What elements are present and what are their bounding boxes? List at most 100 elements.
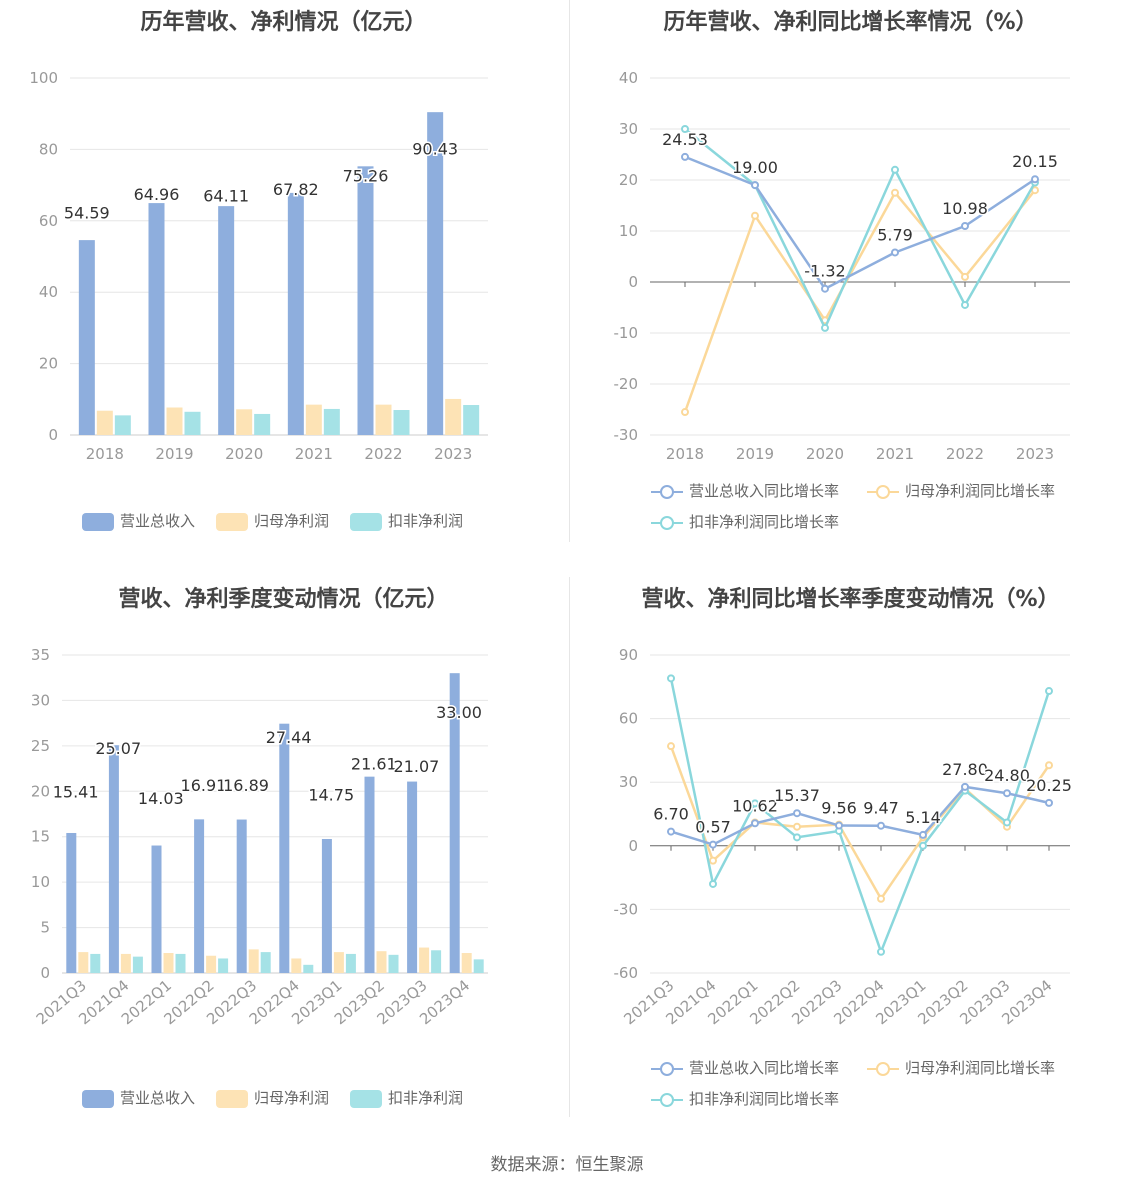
data-label: 10.98 <box>942 199 988 218</box>
y-tick-label: -30 <box>614 900 639 918</box>
net-profit-growth-point <box>961 272 969 281</box>
revenue-growth-point <box>1003 789 1011 798</box>
legend-item-net-profit[interactable]: 归母净利润 <box>216 1087 329 1108</box>
y-tick-label: 60 <box>619 710 638 728</box>
y-tick-label: -20 <box>614 375 639 393</box>
y-tick-label: 0 <box>628 273 638 291</box>
bar-net-profit <box>375 404 392 435</box>
bar-revenue <box>78 240 95 435</box>
legend: 营业总收入 归母净利润 扣非净利润 <box>0 1087 567 1111</box>
y-tick-label: 20 <box>31 782 50 800</box>
net-profit-growth-point <box>877 894 885 903</box>
net-profit-growth-point <box>751 211 759 220</box>
net-profit-growth-point <box>793 822 801 831</box>
data-label: 24.80 <box>984 766 1030 785</box>
net-profit-growth-point <box>681 408 689 417</box>
data-label: 24.53 <box>662 130 708 149</box>
bar-deducted-profit <box>463 405 480 435</box>
data-label: 0.57 <box>695 818 731 837</box>
bar-revenue <box>218 206 235 435</box>
revenue-growth-point <box>835 821 843 830</box>
bar-revenue <box>236 819 247 973</box>
y-tick-label: 15 <box>31 828 50 846</box>
net-profit-growth-line <box>683 189 1036 413</box>
data-label: 90.43 <box>412 140 458 159</box>
y-tick-label: 10 <box>619 222 638 240</box>
bar-net-profit <box>445 398 462 435</box>
legend-item-revenue[interactable]: 营业总收入 <box>82 1087 195 1108</box>
data-label: 21.61 <box>351 755 397 774</box>
legend-item-deducted-profit-growth[interactable]: 扣非净利润同比增长率 <box>651 1088 839 1109</box>
x-tick-label: 2020 <box>806 445 844 463</box>
bar-revenue <box>148 203 165 435</box>
legend-item-revenue-growth[interactable]: 营业总收入同比增长率 <box>651 1057 839 1078</box>
bar-revenue <box>357 166 374 435</box>
x-tick-label: 2020 <box>225 445 263 463</box>
quarterly-revenue-chart: 051015202530352021Q315.412021Q425.072022… <box>31 646 488 1028</box>
bar-deducted-profit <box>90 953 101 973</box>
deducted-profit-growth-line <box>669 678 1051 956</box>
x-tick-label: 2019 <box>155 445 193 463</box>
y-tick-label: 40 <box>39 283 58 301</box>
deducted-profit-growth-point <box>751 799 759 808</box>
legend-item-revenue[interactable]: 营业总收入 <box>82 510 195 531</box>
legend-item-deducted-profit[interactable]: 扣非净利润 <box>350 1087 463 1108</box>
y-tick-label: 10 <box>31 873 50 891</box>
legend: 营业总收入同比增长率 归母净利润同比增长率 扣非净利润同比增长率 <box>567 1057 1134 1117</box>
bar-deducted-profit <box>218 958 229 973</box>
data-label: 10.62 <box>732 796 778 815</box>
deducted-profit-growth-point <box>919 841 927 850</box>
bar-deducted-profit <box>260 952 271 973</box>
legend-item-net-profit-growth[interactable]: 归母净利润同比增长率 <box>867 1057 1055 1078</box>
bar-net-profit <box>461 953 472 973</box>
legend-item-net-profit[interactable]: 归母净利润 <box>216 510 329 531</box>
legend-item-net-profit-growth[interactable]: 归母净利润同比增长率 <box>867 480 1055 501</box>
revenue-growth-point <box>667 827 675 836</box>
bar-net-profit <box>163 953 174 973</box>
data-label: 33.00 <box>436 703 482 722</box>
y-tick-label: 90 <box>619 646 638 664</box>
net-profit-growth-point <box>667 742 675 751</box>
data-label: 21.07 <box>394 757 440 776</box>
panel-annual-growth: 历年营收、净利同比增长率情况（%） -30 -20 -10 0 10 20 30 40 2018… <box>567 0 1134 560</box>
y-tick-label: 80 <box>39 140 58 158</box>
bar-deducted-profit <box>132 956 143 973</box>
bar-net-profit <box>206 955 217 973</box>
revenue-growth-point <box>877 821 885 830</box>
bar-revenue <box>449 673 460 973</box>
legend-item-deducted-profit-growth[interactable]: 扣非净利润同比增长率 <box>651 511 839 532</box>
bar-revenue <box>151 845 162 973</box>
data-label: 64.11 <box>203 187 249 206</box>
deducted-profit-growth-point <box>709 879 717 888</box>
bar-revenue <box>287 192 304 435</box>
bar-revenue <box>108 745 119 973</box>
revenue-growth-point <box>821 284 829 293</box>
revenue-growth-point <box>751 819 759 828</box>
bar-net-profit <box>376 951 387 973</box>
revenue-growth-line <box>670 785 1050 846</box>
bar-revenue <box>321 838 332 973</box>
bar-net-profit <box>333 952 344 973</box>
legend-item-revenue-growth[interactable]: 营业总收入同比增长率 <box>651 480 839 501</box>
bar-net-profit <box>305 404 322 435</box>
panel-quarterly-growth: 营收、净利同比增长率季度变动情况（%） -60 -30 0 30 60 90 2021Q3 2… <box>567 577 1134 1137</box>
x-tick-label: 2023 <box>434 445 472 463</box>
bar-net-profit <box>248 949 259 973</box>
y-tick-label: 30 <box>31 691 50 709</box>
y-tick-label: 0 <box>48 426 58 444</box>
bar-net-profit <box>166 407 183 435</box>
y-tick-label: -10 <box>614 324 639 342</box>
x-tick-label: 2021 <box>876 445 914 463</box>
revenue-growth-point <box>793 809 801 818</box>
legend-item-deducted-profit[interactable]: 扣非净利润 <box>350 510 463 531</box>
y-tick-label: 5 <box>40 919 50 937</box>
quarterly-growth-chart: -60-3003060902021Q32021Q42022Q12022Q2202… <box>614 646 1074 1028</box>
deducted-profit-growth-point <box>891 165 899 174</box>
revenue-growth-point <box>1031 175 1039 184</box>
bar-deducted-profit <box>431 950 442 973</box>
y-tick-label: 40 <box>619 69 638 87</box>
data-label: 9.47 <box>863 799 899 818</box>
annual-revenue-chart: 0 20 40 60 80 100 2018 54.59 2019 64.96 2020 64.11 2… <box>29 69 488 463</box>
x-tick-label: 2023 <box>1016 445 1054 463</box>
bar-deducted-profit <box>303 964 314 973</box>
